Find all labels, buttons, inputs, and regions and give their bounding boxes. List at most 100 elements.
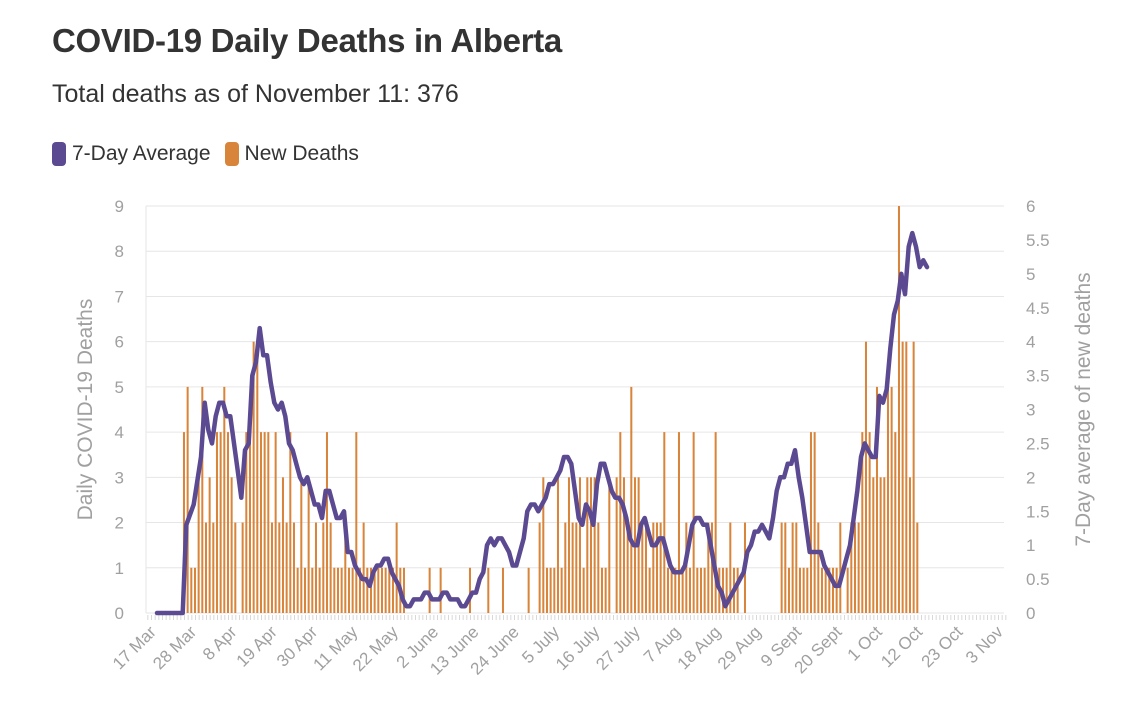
bar-new-deaths <box>556 477 559 613</box>
x-tick-label: 3 Nov <box>962 622 1007 667</box>
bar-new-deaths <box>677 432 680 613</box>
bar-new-deaths <box>586 477 589 613</box>
bar-new-deaths <box>212 522 215 613</box>
bar-new-deaths <box>780 522 783 613</box>
y-left-tick-label: 0 <box>115 604 124 623</box>
bar-new-deaths <box>908 477 911 613</box>
legend-item-new-deaths[interactable]: New Deaths <box>224 142 359 166</box>
bar-new-deaths <box>696 567 699 613</box>
bar-new-deaths <box>659 522 662 613</box>
bar-new-deaths <box>219 432 222 613</box>
y-left-tick-label: 2 <box>115 514 124 533</box>
y-left-tick-label: 6 <box>115 333 124 352</box>
bar-new-deaths <box>578 477 581 613</box>
y-right-tick-label: 2.5 <box>1026 434 1050 453</box>
bar-new-deaths <box>861 432 864 613</box>
bar-new-deaths <box>670 567 673 613</box>
y-right-tick-label: 1 <box>1026 536 1035 555</box>
bar-new-deaths <box>604 567 607 613</box>
bar-new-deaths <box>802 567 805 613</box>
bar-new-deaths <box>813 432 816 613</box>
y-left-tick-label: 7 <box>115 287 124 306</box>
bar-new-deaths <box>256 341 259 613</box>
bar-new-deaths <box>468 567 471 613</box>
bar-new-deaths <box>890 386 893 613</box>
y-right-tick-label: 5.5 <box>1026 231 1050 250</box>
bar-new-deaths <box>872 477 875 613</box>
bar-new-deaths <box>582 567 585 613</box>
y-left-tick-label: 5 <box>115 378 124 397</box>
bar-new-deaths <box>215 432 218 613</box>
y-right-axis-title: 7-Day average of new deaths <box>1072 272 1095 546</box>
bar-new-deaths <box>344 522 347 613</box>
x-tick-label: 28 Mar <box>149 622 200 673</box>
bar-new-deaths <box>226 432 229 613</box>
bar-new-deaths <box>850 522 853 613</box>
bar-new-deaths <box>487 567 490 613</box>
bar-new-deaths <box>575 522 578 613</box>
bar-new-deaths <box>289 432 292 613</box>
y-left-axis-title: Daily COVID-19 Deaths <box>74 299 97 521</box>
bar-new-deaths <box>549 567 552 613</box>
bar-new-deaths <box>710 522 713 613</box>
bar-new-deaths <box>285 522 288 613</box>
x-tick-label: 22 May <box>349 622 402 675</box>
legend-item-average[interactable]: 7-Day Average <box>52 142 211 166</box>
bar-new-deaths <box>208 477 211 613</box>
x-tick-label: 29 Aug <box>714 622 765 673</box>
bar-new-deaths <box>391 567 394 613</box>
bar-new-deaths <box>270 522 273 613</box>
bar-new-deaths <box>622 477 625 613</box>
bar-new-deaths <box>571 522 574 613</box>
bar-new-deaths <box>545 567 548 613</box>
bar-new-deaths <box>674 567 677 613</box>
y-left-tick-label: 3 <box>115 468 124 487</box>
bar-new-deaths <box>663 432 666 613</box>
bar-new-deaths <box>916 522 919 613</box>
bar-new-deaths <box>542 477 545 613</box>
bar-new-deaths <box>223 386 226 613</box>
bar-new-deaths <box>714 432 717 613</box>
y-left-tick-label: 1 <box>115 559 124 578</box>
x-tick-label: 12 Oct <box>877 622 926 671</box>
bar-new-deaths <box>340 567 343 613</box>
bar-new-deaths <box>351 567 354 613</box>
bar-new-deaths <box>824 567 827 613</box>
bar-new-deaths <box>564 522 567 613</box>
bar-new-deaths <box>278 522 281 613</box>
bar-new-deaths <box>600 567 603 613</box>
legend-swatch-new-deaths <box>224 142 239 166</box>
bar-new-deaths <box>197 477 200 613</box>
bar-new-deaths <box>795 522 798 613</box>
bar-new-deaths <box>839 522 842 613</box>
bar-new-deaths <box>597 522 600 613</box>
bar-new-deaths <box>688 567 691 613</box>
bar-new-deaths <box>886 386 889 613</box>
bar-new-deaths <box>652 522 655 613</box>
bar-new-deaths <box>259 432 262 613</box>
bar-new-deaths <box>501 567 504 613</box>
y-right-tick-label: 5 <box>1026 265 1035 284</box>
bar-new-deaths <box>362 522 365 613</box>
bar-new-deaths <box>615 477 618 613</box>
bar-new-deaths <box>182 432 185 613</box>
legend-label-average: 7-Day Average <box>72 142 211 165</box>
bar-new-deaths <box>644 522 647 613</box>
bar-new-deaths <box>395 522 398 613</box>
bar-new-deaths <box>798 567 801 613</box>
bar-new-deaths <box>699 567 702 613</box>
legend: 7-Day Average New Deaths <box>52 142 359 166</box>
bar-new-deaths <box>241 522 244 613</box>
bar-new-deaths <box>358 567 361 613</box>
bar-new-deaths <box>329 522 332 613</box>
legend-label-new-deaths: New Deaths <box>244 142 359 165</box>
bar-new-deaths <box>318 567 321 613</box>
bar-new-deaths <box>608 477 611 613</box>
bar-new-deaths <box>193 567 196 613</box>
bar-new-deaths <box>384 567 387 613</box>
bar-new-deaths <box>303 567 306 613</box>
bar-new-deaths <box>373 567 376 613</box>
bar-new-deaths <box>729 522 732 613</box>
bar-new-deaths <box>322 522 325 613</box>
